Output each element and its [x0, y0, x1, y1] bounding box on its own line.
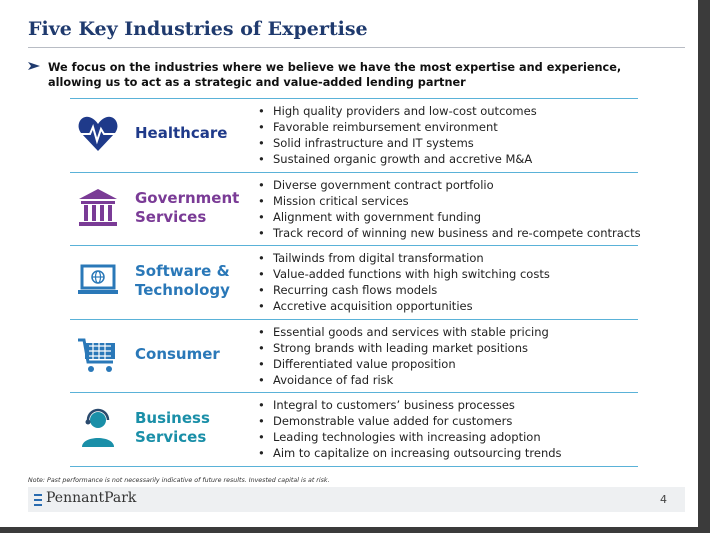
bullet-text: Diverse government contract portfolio	[273, 177, 494, 192]
arrow-bullet	[28, 62, 40, 70]
bullet-text: Strong brands with leading market positi…	[273, 340, 528, 355]
bullet-text: Solid infrastructure and IT systems	[273, 136, 474, 150]
bullet-text: Favorable reimbursement environment	[273, 120, 498, 134]
bullet: • Tailwinds from digital transformation	[258, 250, 484, 266]
bullet: • Track record of winning new business an…	[258, 225, 641, 241]
bullet: • Recurring cash flows models	[258, 282, 437, 298]
bullet: • Solid infrastructure and IT systems	[258, 135, 474, 151]
bullet-text: Track record of winning new business and…	[273, 225, 641, 240]
bullet: • Alignment with government funding	[258, 209, 481, 225]
bullet-dot: •	[258, 120, 265, 134]
bullet: • High quality providers and low-cost out…	[258, 103, 537, 119]
icon-graphic	[78, 116, 118, 151]
bullet-text: Alignment with government funding	[273, 209, 482, 224]
industry-name: Business Services	[135, 409, 210, 446]
separator	[70, 318, 638, 320]
bullet-dot: •	[258, 104, 265, 118]
bullet-dot: •	[258, 136, 265, 150]
bullet-text: Avoidance of fad risk	[273, 372, 394, 387]
separator	[70, 98, 638, 99]
footer-band	[28, 487, 685, 512]
footnote: Note: Past performance is not necessaril…	[28, 477, 330, 484]
slide: Five Key Industries of Expertise We focu…	[0, 0, 698, 527]
bullet: • Favorable reimbursement environment	[258, 119, 498, 135]
bullet-text: Recurring cash flows models	[273, 283, 438, 297]
separator	[70, 392, 638, 393]
icon-graphic	[78, 338, 115, 372]
bullet-dot: •	[258, 209, 265, 224]
bullet-text: Demonstrable value added for customers	[273, 414, 513, 428]
bullet: • Diverse government contract portfolio	[258, 177, 494, 193]
bullet-dot: •	[258, 340, 265, 355]
industry-name: Healthcare	[135, 124, 228, 142]
bullet-dot: •	[258, 299, 265, 313]
bullet-dot: •	[258, 414, 265, 428]
industry-name: Consumer	[135, 344, 220, 363]
bullet-text: Integral to customers’ business processe…	[273, 398, 515, 412]
logo-mark	[34, 494, 42, 506]
bullet-dot: •	[258, 283, 265, 297]
bullet: • Differentiated value proposition	[258, 356, 456, 372]
bullet-text: Mission critical services	[273, 193, 409, 208]
bullet-text: Tailwinds from digital transformation	[273, 251, 484, 265]
separator	[70, 465, 638, 467]
industry-name: Software & Technology	[135, 262, 230, 299]
bullet: • Demonstrable value added for customers	[258, 413, 512, 429]
bullet-text: Essential goods and services with stable…	[273, 324, 549, 339]
industry-icon	[75, 111, 121, 157]
bullet-dot: •	[258, 193, 265, 208]
page-number: 4	[660, 493, 667, 506]
icon-graphic	[79, 188, 117, 226]
bullet-dot: •	[258, 251, 265, 265]
industry-name: Government Services	[135, 188, 240, 226]
bullet: • Leading technologies with increasing ad…	[258, 429, 541, 445]
bullet-dot: •	[258, 177, 265, 192]
bullet-dot: •	[258, 446, 265, 460]
icon-graphic	[78, 264, 118, 294]
bullet-dot: •	[258, 225, 265, 240]
industry-icon	[75, 185, 121, 231]
icon-graphic	[82, 408, 114, 447]
bullet-dot: •	[258, 324, 265, 339]
bullet-text: Value-added functions with high switchin…	[273, 267, 550, 281]
bullet-text: Accretive acquisition opportunities	[273, 299, 473, 313]
bullet-text: High quality providers and low-cost outc…	[273, 104, 537, 118]
logo: PennantPark	[46, 490, 137, 506]
industry-icon	[75, 405, 121, 451]
separator	[70, 171, 638, 173]
industry-icon	[75, 332, 121, 378]
bullet-dot: •	[258, 398, 265, 412]
bullet-text: Sustained organic growth and accretive M…	[273, 152, 533, 166]
bullet-dot: •	[258, 152, 265, 166]
bullet: • Value-added functions with high switchi…	[258, 266, 550, 282]
bullet: • Integral to customers’ business process…	[258, 397, 515, 413]
bullet-text: Leading technologies with increasing ado…	[273, 430, 541, 444]
title: Five Key Industries of Expertise	[28, 18, 368, 40]
bullet: • Sustained organic growth and accretive …	[258, 151, 532, 167]
bullet: • Avoidance of fad risk	[258, 372, 393, 388]
bullet-dot: •	[258, 356, 265, 371]
bullet: • Mission critical services	[258, 193, 409, 209]
bullet-text: Aim to capitalize on increasing outsourc…	[273, 446, 562, 460]
industry-icon	[75, 258, 121, 304]
intro: We focus on the industries where we beli…	[48, 61, 622, 89]
bullet: • Strong brands with leading market posit…	[258, 340, 528, 356]
bullet-text: Differentiated value proposition	[273, 356, 456, 371]
bullet: • Essential goods and services with stabl…	[258, 324, 549, 340]
bullet-dot: •	[258, 430, 265, 444]
bullet: • Accretive acquisition opportunities	[258, 298, 473, 314]
separator	[70, 245, 638, 246]
bullet-dot: •	[258, 372, 265, 387]
bullet-dot: •	[258, 267, 265, 281]
title-rule	[28, 47, 685, 48]
bullet: • Aim to capitalize on increasing outsour…	[258, 445, 562, 461]
